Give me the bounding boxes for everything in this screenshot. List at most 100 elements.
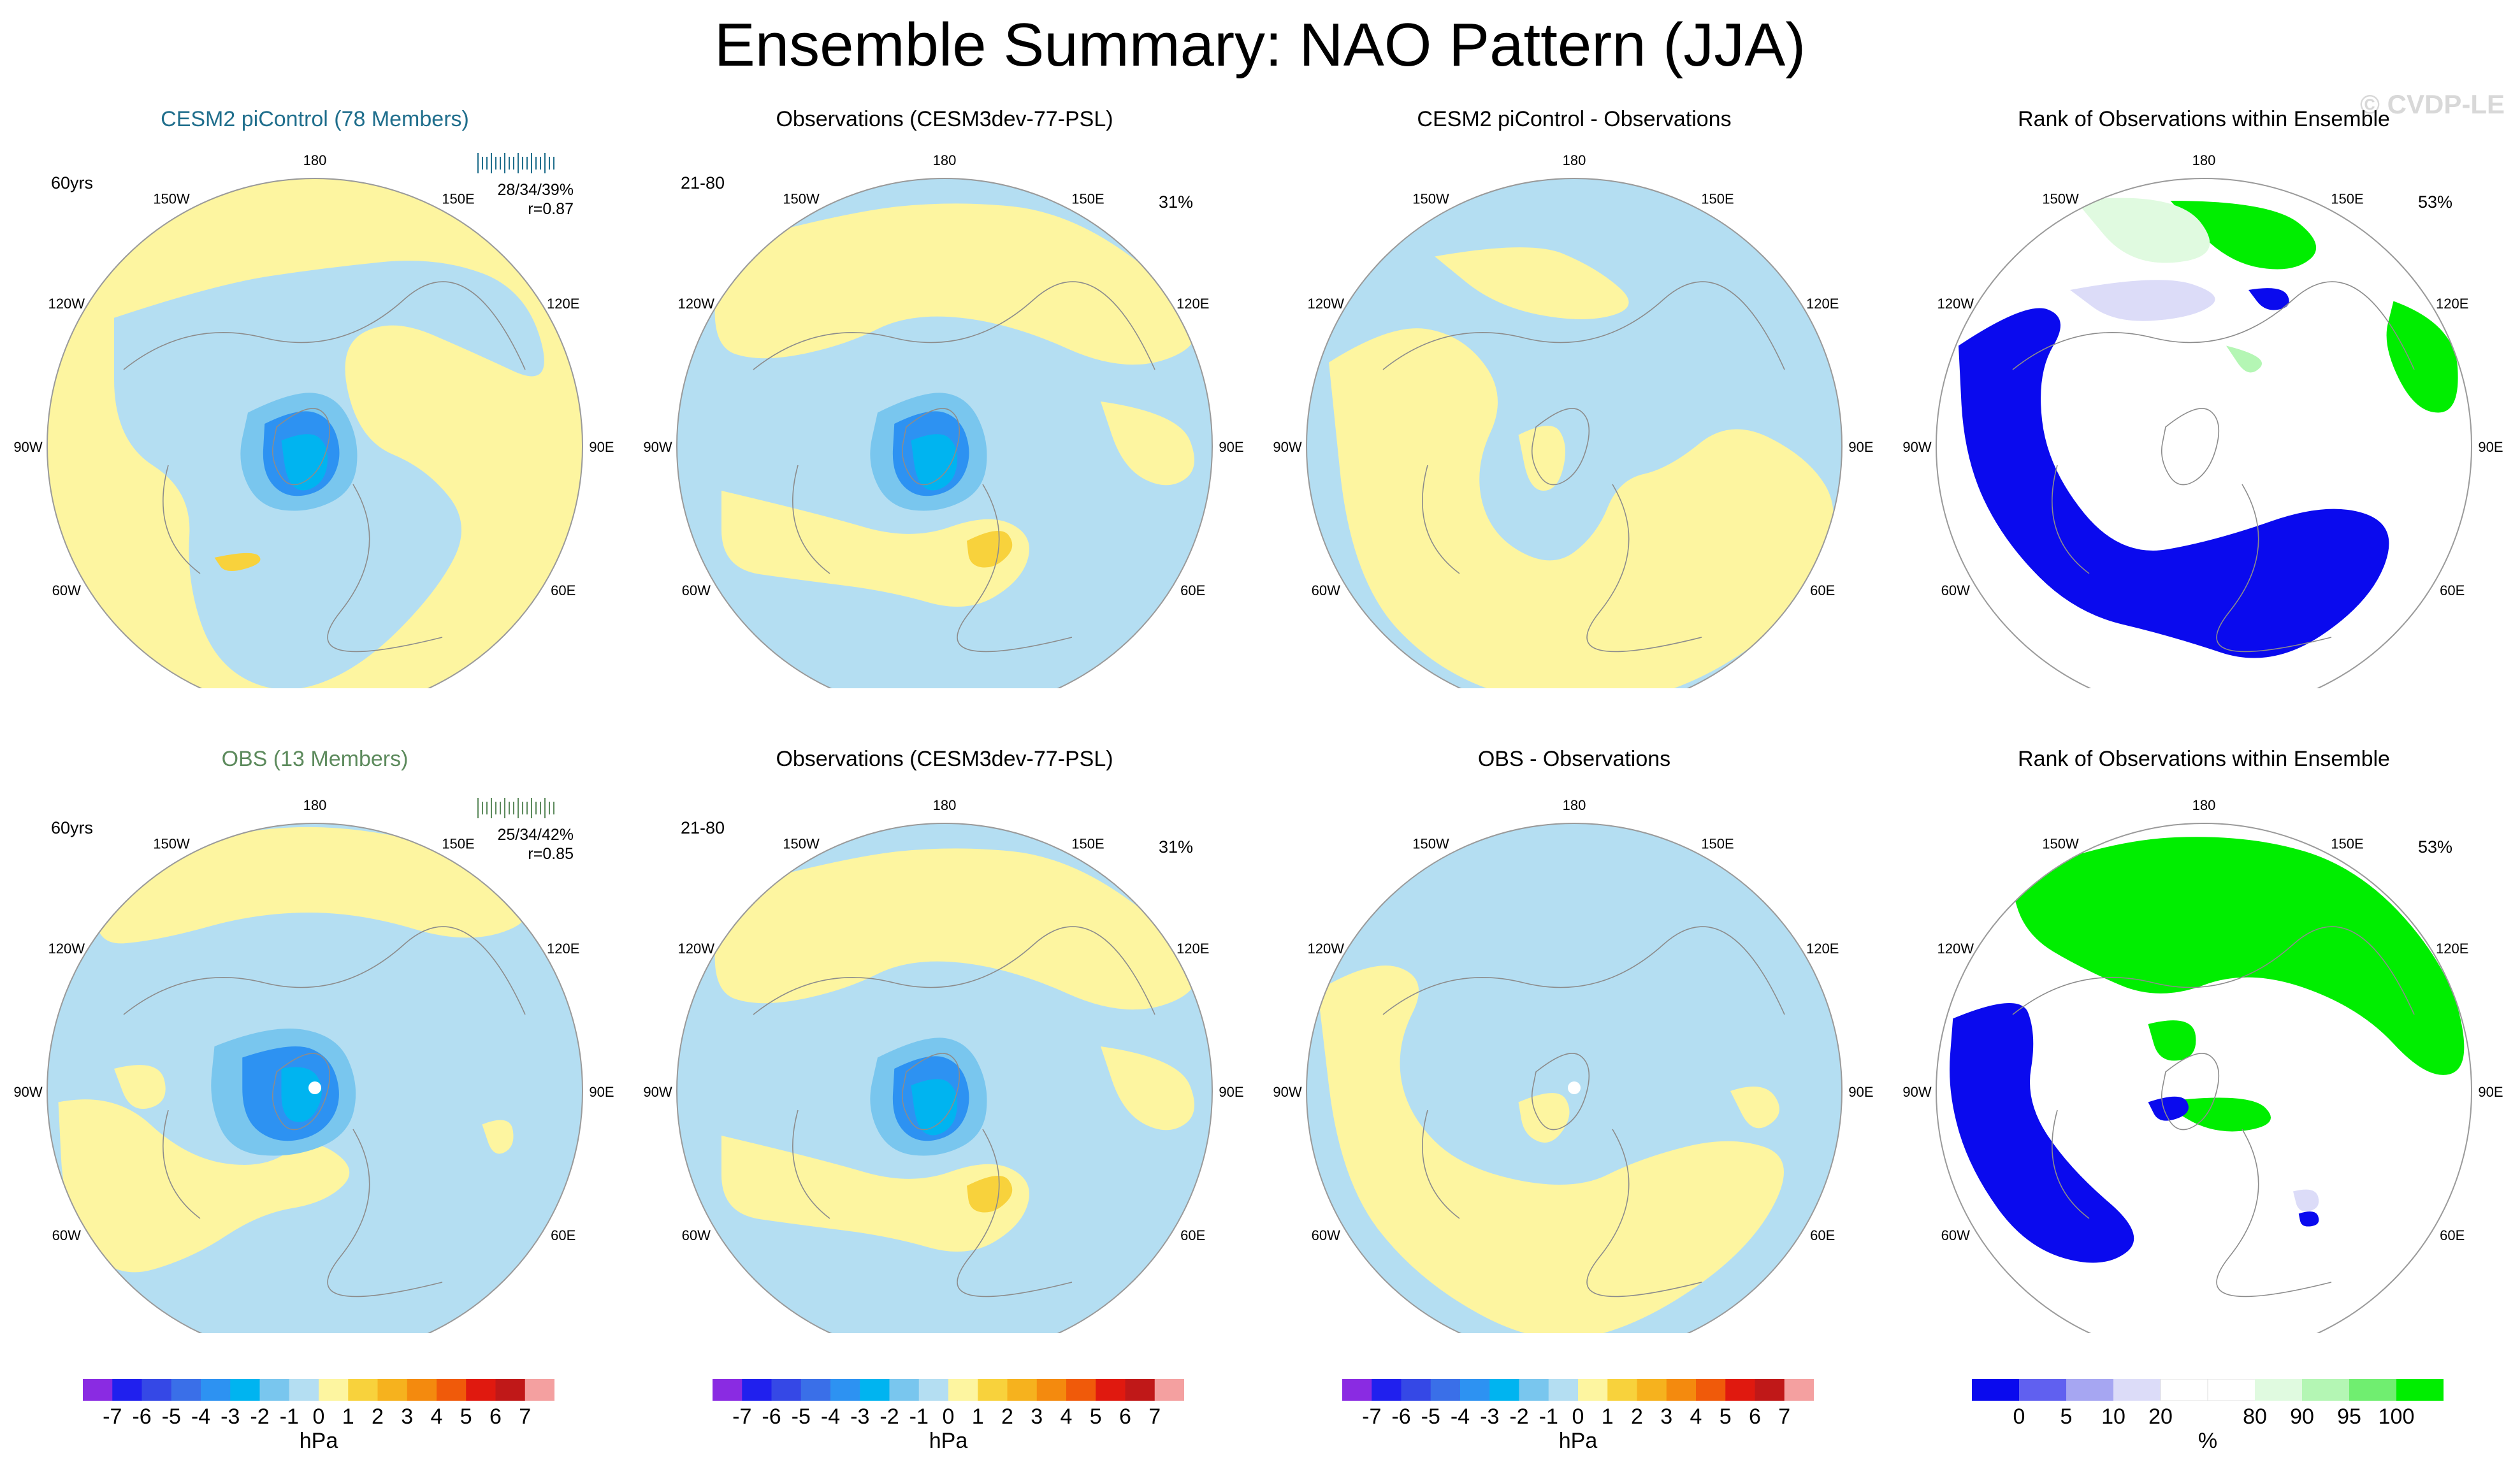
colorbar-tick-label: -5 <box>1421 1405 1440 1429</box>
longitude-label: 150W <box>783 835 820 851</box>
page-title: Ensemble Summary: NAO Pattern (JJA) <box>714 11 1806 79</box>
longitude-label: 120W <box>48 941 85 957</box>
polar-map: 180150E120E90E60E30E030W60W90W120W150W <box>13 797 614 1333</box>
field-contour-region <box>1317 965 1784 1333</box>
field-contour-region <box>1101 1046 1194 1131</box>
colorbar-swatch <box>1036 1379 1067 1401</box>
longitude-label: 180 <box>303 797 327 813</box>
field-contour-region <box>1329 328 1834 688</box>
colorbar-swatch <box>1430 1379 1461 1401</box>
panel-title: CESM2 piControl (78 Members) <box>161 107 469 131</box>
colorbar-tick-label: -6 <box>1391 1405 1411 1429</box>
colorbar-swatch <box>495 1379 526 1401</box>
percent-label: 53% <box>2418 837 2453 856</box>
longitude-label: 90W <box>643 439 672 455</box>
polar-map: 180150E120E90E60E30E030W60W90W120W150W <box>643 797 1244 1333</box>
colorbar-tick-label: 3 <box>401 1405 414 1429</box>
colorbar-tick-label: 90 <box>2290 1405 2314 1429</box>
longitude-label: 150W <box>1412 835 1449 851</box>
colorbar-tick-label: 100 <box>2378 1405 2415 1429</box>
longitude-label: 90W <box>643 1084 672 1100</box>
colorbar-swatch <box>2396 1379 2444 1401</box>
longitude-label: 90E <box>2478 1084 2503 1100</box>
longitude-label: 120W <box>678 941 715 957</box>
longitude-label: 150W <box>153 191 190 206</box>
field-contour-region <box>2226 345 2262 373</box>
longitude-label: 180 <box>1563 152 1586 168</box>
colorbar-tick-label: -3 <box>1480 1405 1500 1429</box>
longitude-label: 120E <box>1177 941 1209 957</box>
colorbar-swatch <box>1972 1379 2020 1401</box>
map-rim <box>1306 178 1843 688</box>
colorbar-swatch <box>1372 1379 1401 1401</box>
pole-marker <box>1568 1081 1581 1094</box>
pressure-colorbar: -7 -6 -5 -4 -3 -2 -1 0 1 2 3 4 5 6 7 hPa <box>1342 1379 1814 1453</box>
stats-correlation: r=0.85 <box>528 845 574 863</box>
panel-title: Rank of Observations within Ensemble <box>2018 747 2390 771</box>
longitude-label: 150E <box>1701 835 1734 851</box>
map-panel-p2: Observations (CESM3dev-77-PSL) 180 150E 120… <box>630 107 1259 758</box>
colorbar-tick-label: 3 <box>1031 1405 1043 1429</box>
colorbar-tick-label: 10 <box>2101 1405 2125 1429</box>
field-contour-region <box>1730 1087 1779 1129</box>
polar-map: 180150E120E90E60E30E030W60W90W120W150W <box>1902 152 2503 688</box>
period-label: 60yrs <box>51 818 94 837</box>
colorbar-tick-label: -1 <box>909 1405 929 1429</box>
longitude-label: 150E <box>1701 191 1734 206</box>
pole-marker <box>308 1081 321 1094</box>
map-panel-p8: Rank of Observations within Ensemble 180 1… <box>1889 747 2519 1453</box>
field-contour-region <box>1959 308 2389 658</box>
colorbar-swatch <box>171 1379 201 1401</box>
colorbar-tick-label: 6 <box>1119 1405 1131 1429</box>
longitude-label: 90W <box>1273 439 1301 455</box>
colorbar-swatch <box>259 1379 290 1401</box>
colorbar-tick-label: 1 <box>342 1405 354 1429</box>
colorbar-tick-label: 3 <box>1660 1405 1673 1429</box>
colorbar-swatch <box>2302 1379 2350 1401</box>
colorbar-swatch <box>918 1379 949 1401</box>
colorbar-swatches <box>83 1379 555 1401</box>
colorbar-unit: % <box>2198 1429 2218 1453</box>
longitude-label: 60E <box>1810 582 1835 598</box>
colorbar-tick-label: -6 <box>132 1405 152 1429</box>
map-panel-p1: CESM2 piControl (78 Members) 180 150E 120E 9… <box>0 107 630 758</box>
field-contour-region <box>1950 1002 2134 1263</box>
colorbar-swatch <box>1725 1379 1755 1401</box>
polar-map: 180150E120E90E60E30E030W60W90W120W150W <box>1902 797 2503 1333</box>
longitude-label: 120W <box>678 296 715 312</box>
colorbar-swatch <box>1401 1379 1431 1401</box>
map-panel-p5: OBS (13 Members)180150E120E90E60E30E030W… <box>0 747 630 1453</box>
colorbar-swatch <box>1755 1379 1785 1401</box>
longitude-label: 150W <box>2042 835 2079 851</box>
colorbar-swatch <box>1607 1379 1637 1401</box>
colorbar-swatch <box>2160 1378 2208 1401</box>
colorbar-swatches <box>1972 1378 2444 1401</box>
field-contour-region <box>1518 426 1565 491</box>
field-contour-region <box>2148 1096 2189 1121</box>
longitude-label: 60W <box>682 582 711 598</box>
pressure-colorbar: -7 -6 -5 -4 -3 -2 -1 0 1 2 3 4 5 6 7 hPa <box>713 1379 1185 1453</box>
field-contour-region <box>714 203 1196 365</box>
colorbar-tick-label: 80 <box>2243 1405 2267 1429</box>
colorbar-swatch <box>2207 1378 2256 1401</box>
colorbar-swatch <box>289 1379 319 1401</box>
colorbar-tick-label: -2 <box>1509 1405 1529 1429</box>
longitude-label: 180 <box>303 152 327 168</box>
colorbar-swatch <box>377 1379 408 1401</box>
colorbar-swatch <box>830 1379 860 1401</box>
field-contour-region <box>721 491 1029 607</box>
rank-colorbar: 0 5 10 20 80 90 95 100% <box>1972 1378 2444 1453</box>
longitude-label: 120E <box>547 296 579 312</box>
percent-label: 31% <box>1159 837 1194 856</box>
field-contour-region <box>281 434 328 491</box>
colorbar-swatch <box>1666 1379 1697 1401</box>
colorbar-swatch <box>860 1379 890 1401</box>
colorbar-swatch <box>771 1379 802 1401</box>
colorbar-tick-label: -3 <box>221 1405 240 1429</box>
colorbar-tick-label: 2 <box>1001 1405 1013 1429</box>
longitude-label: 150E <box>2331 191 2363 206</box>
period-label: 21-80 <box>681 818 725 837</box>
colorbar-tick-label: 0 <box>942 1405 955 1429</box>
colorbar-tick-label: -6 <box>762 1405 781 1429</box>
colorbar-swatch <box>978 1379 1008 1401</box>
